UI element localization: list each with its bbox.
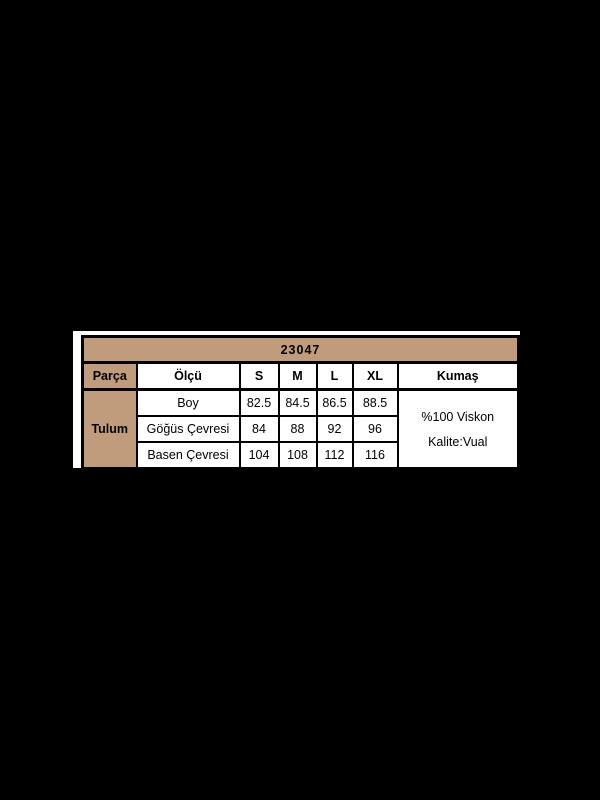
measure-label: Boy [135,388,241,417]
size-value-l: 92 [315,415,354,443]
table-row-gogus: Göğüs Çevresi 84 88 92 96 [83,415,519,443]
size-chart-sheet: 23047 Parça Ölçü S M L XL Kumaş Tulum Bo… [73,331,520,470]
col-header-size-m: M [277,361,318,391]
size-value-m: 84.5 [277,388,318,417]
col-header-measure: Ölçü [135,361,241,391]
size-value-s: 84 [238,415,280,443]
size-value-m: 88 [277,415,318,443]
fabric-info-cell: %100 Viskon Kalite:Vual [396,388,520,470]
size-value-xl: 96 [351,415,399,443]
measure-label: Basen Çevresi [135,441,241,470]
col-header-fabric: Kumaş [396,361,520,391]
part-name-cell: Tulum [81,388,138,470]
table-row-basen: Basen Çevresi 104 108 112 116 [83,441,519,470]
table-row-boy: Tulum Boy 82.5 84.5 86.5 88.5 %100 Visko… [81,388,520,470]
size-value-m: 108 [277,441,318,470]
measure-label: Göğüs Çevresi [135,415,241,443]
size-value-xl: 116 [351,441,399,470]
product-code-row: 23047 [81,335,520,364]
col-header-part: Parça [81,361,138,391]
product-code: 23047 [81,335,520,364]
size-value-l: 112 [315,441,354,470]
column-header-row: Parça Ölçü S M L XL Kumaş [81,361,520,391]
size-value-l: 86.5 [315,388,354,417]
size-value-s: 82.5 [238,388,280,417]
fabric-quality: Kalite:Vual [428,434,488,449]
size-value-xl: 88.5 [351,388,399,417]
col-header-size-s: S [238,361,280,391]
size-table: 23047 Parça Ölçü S M L XL Kumaş Tulum Bo… [81,335,520,470]
col-header-size-xl: XL [351,361,399,391]
fabric-composition: %100 Viskon [421,409,495,424]
size-value-s: 104 [238,441,280,470]
col-header-size-l: L [315,361,354,391]
